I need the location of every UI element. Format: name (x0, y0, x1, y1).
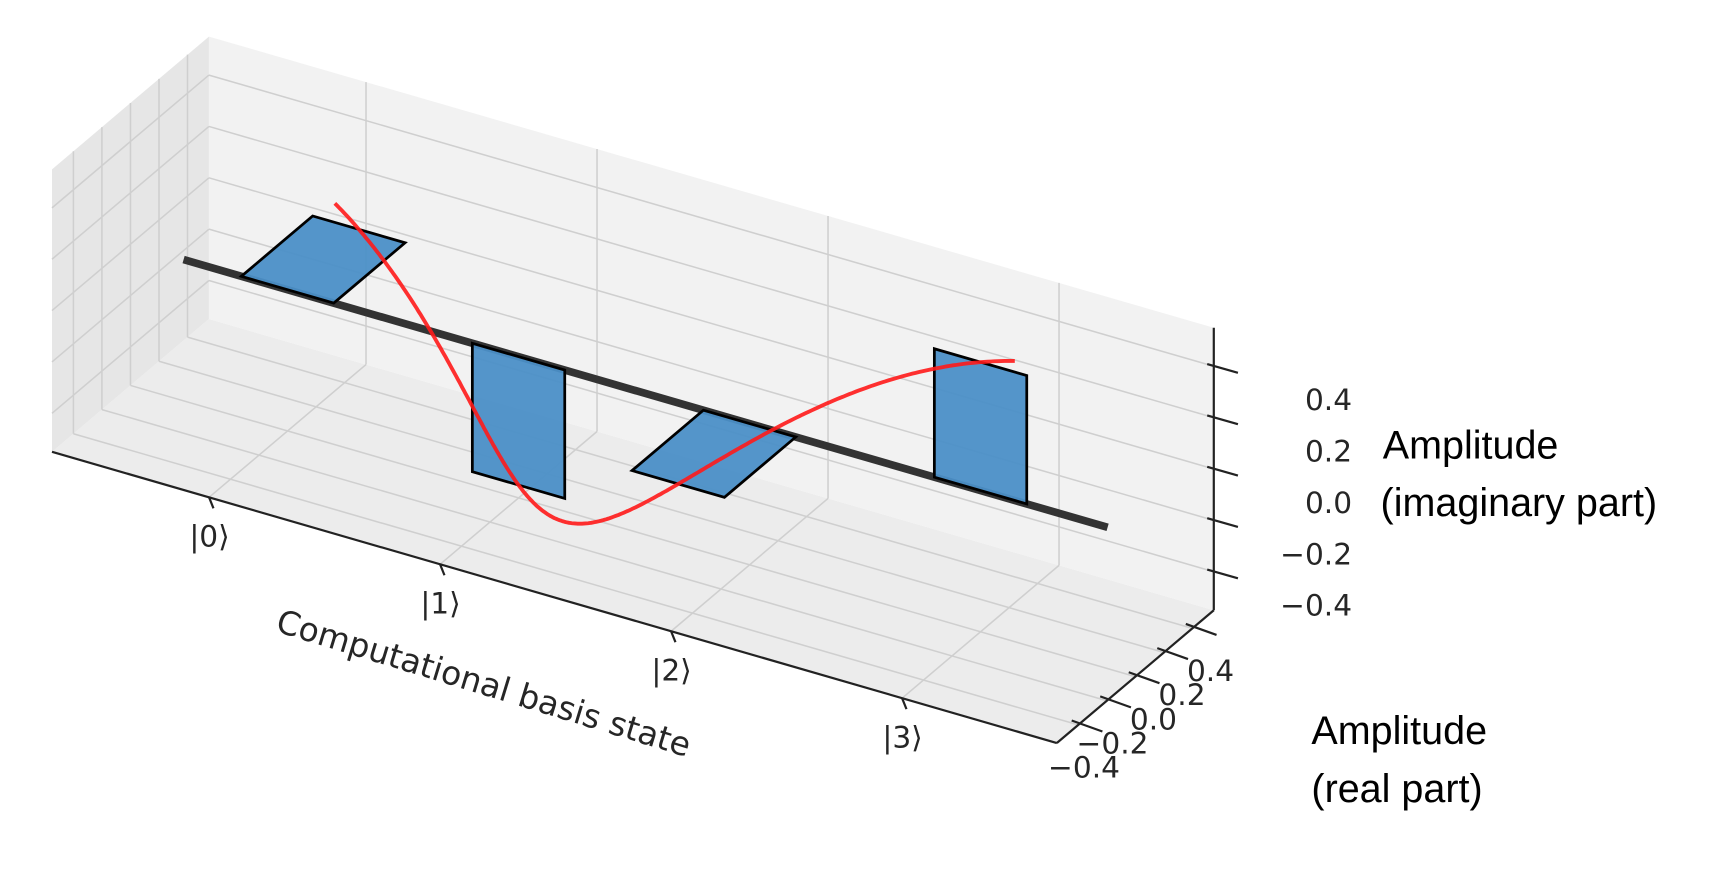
real-tick (1071, 719, 1103, 733)
back-grid-imag (208, 125, 1215, 419)
y-axis-label-line1: Amplitude (1311, 709, 1487, 753)
real-tick (1128, 671, 1160, 685)
amplitude-bar-3 (932, 346, 1029, 506)
side-grid-imag (51, 177, 210, 312)
imag-tick-label: −0.4 (1280, 588, 1352, 623)
tick-labels: |0⟩|1⟩|2⟩|3⟩−0.4−0.20.00.20.4−0.4−0.20.0… (189, 382, 1352, 784)
x-tick (901, 697, 908, 710)
real-tick-label: 0.2 (1158, 677, 1205, 712)
floor-grid-real (158, 360, 1165, 654)
z-axis-label-line2: (imaginary part) (1381, 481, 1658, 525)
imag-tick-label: −0.2 (1280, 536, 1352, 571)
bars-and-curve (182, 201, 1109, 532)
amplitude-bar-1 (470, 341, 567, 501)
x-tick-label: |2⟩ (651, 653, 691, 689)
real-tick (1156, 647, 1189, 661)
back-grid-imag (208, 74, 1215, 368)
x-tick (670, 630, 677, 643)
floor-grid-real (73, 432, 1079, 726)
side-grid-imag (51, 125, 210, 260)
floor-grid-real (101, 408, 1108, 702)
imag-tick-label: 0.2 (1305, 434, 1352, 469)
imag-tick (1206, 414, 1239, 426)
imag-tick (1206, 465, 1239, 477)
amplitude-helix-curve (333, 201, 1015, 526)
axes-edges (51, 327, 1239, 745)
back-grid-imag (208, 177, 1215, 470)
amplitude-bar-2 (629, 408, 799, 499)
real-tick-label: 0.0 (1130, 701, 1177, 736)
x-tick-label: |0⟩ (189, 519, 229, 555)
real-tick-label: 0.4 (1187, 653, 1234, 688)
side-grid-imag (51, 74, 210, 209)
z-axis-label-line1: Amplitude (1383, 424, 1559, 468)
side-grid-imag (51, 279, 210, 414)
x-tick (439, 563, 446, 576)
real-tick (1185, 622, 1217, 636)
x-tick-label: |1⟩ (420, 586, 460, 622)
imag-tick-label: 0.4 (1305, 382, 1352, 417)
y-axis-label-line2: (real part) (1311, 767, 1482, 811)
x-axis-line (51, 450, 1058, 745)
real-tick-label: −0.4 (1048, 750, 1120, 785)
back-grid-imag (208, 228, 1215, 522)
floor-grid-real (130, 384, 1136, 678)
real-tick (1099, 695, 1132, 709)
grid-lines (51, 54, 1215, 726)
real-axis-line (1056, 609, 1215, 744)
imag-tick (1206, 517, 1239, 528)
imag-tick-label: 0.0 (1305, 485, 1352, 520)
x-tick-label: |3⟩ (882, 720, 922, 756)
real-tick-label: −0.2 (1077, 725, 1149, 760)
imag-tick (1206, 363, 1239, 374)
x-axis-label: Computational basis state (272, 601, 696, 764)
side-grid-imag (51, 228, 210, 363)
imag-tick (1206, 568, 1239, 580)
x-tick (208, 496, 215, 509)
